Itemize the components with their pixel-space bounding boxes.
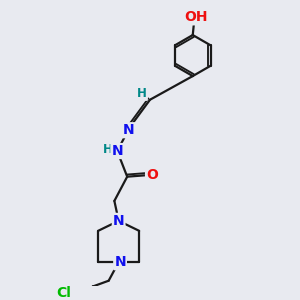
- Text: N: N: [123, 123, 134, 137]
- Text: H: H: [137, 87, 147, 100]
- Text: OH: OH: [184, 11, 207, 24]
- Text: N: N: [113, 214, 124, 228]
- Text: H: H: [189, 10, 199, 23]
- Text: N: N: [111, 144, 123, 158]
- Text: H: H: [103, 143, 113, 156]
- Text: N: N: [114, 255, 126, 269]
- Text: Cl: Cl: [57, 286, 72, 300]
- Text: O: O: [146, 168, 158, 182]
